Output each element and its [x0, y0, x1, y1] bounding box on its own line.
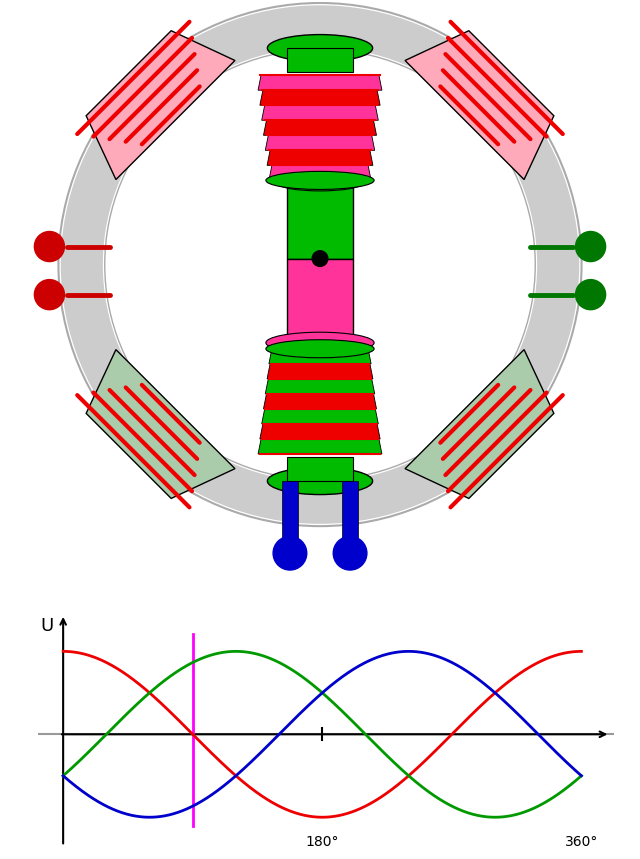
Polygon shape	[267, 364, 373, 379]
Polygon shape	[264, 120, 376, 136]
Polygon shape	[269, 349, 371, 364]
Circle shape	[61, 6, 579, 523]
Text: 360°: 360°	[564, 835, 598, 850]
Polygon shape	[287, 48, 353, 72]
Circle shape	[575, 280, 605, 310]
Ellipse shape	[278, 176, 362, 191]
Polygon shape	[267, 150, 373, 166]
Text: 180°: 180°	[305, 835, 339, 850]
Polygon shape	[260, 424, 380, 439]
Circle shape	[104, 48, 536, 481]
Polygon shape	[262, 105, 378, 120]
Polygon shape	[266, 136, 374, 150]
Ellipse shape	[266, 172, 374, 190]
Text: U: U	[40, 617, 53, 635]
Polygon shape	[86, 31, 235, 180]
Polygon shape	[287, 259, 353, 345]
Polygon shape	[86, 350, 235, 498]
Polygon shape	[282, 481, 298, 538]
Ellipse shape	[268, 34, 372, 62]
Ellipse shape	[266, 332, 374, 353]
Polygon shape	[405, 350, 554, 498]
Polygon shape	[342, 481, 358, 538]
Polygon shape	[258, 439, 382, 454]
Polygon shape	[258, 75, 382, 90]
Polygon shape	[266, 379, 374, 393]
Ellipse shape	[268, 467, 372, 495]
Circle shape	[35, 231, 65, 262]
Polygon shape	[264, 393, 376, 409]
Polygon shape	[405, 31, 554, 180]
Ellipse shape	[266, 340, 374, 357]
Circle shape	[575, 231, 605, 262]
Circle shape	[333, 536, 367, 570]
Polygon shape	[262, 409, 378, 424]
Polygon shape	[260, 90, 380, 105]
Circle shape	[273, 536, 307, 570]
Ellipse shape	[278, 338, 362, 353]
Polygon shape	[287, 184, 353, 259]
Polygon shape	[287, 457, 353, 481]
Circle shape	[35, 280, 65, 310]
Polygon shape	[269, 166, 371, 180]
Circle shape	[312, 251, 328, 266]
